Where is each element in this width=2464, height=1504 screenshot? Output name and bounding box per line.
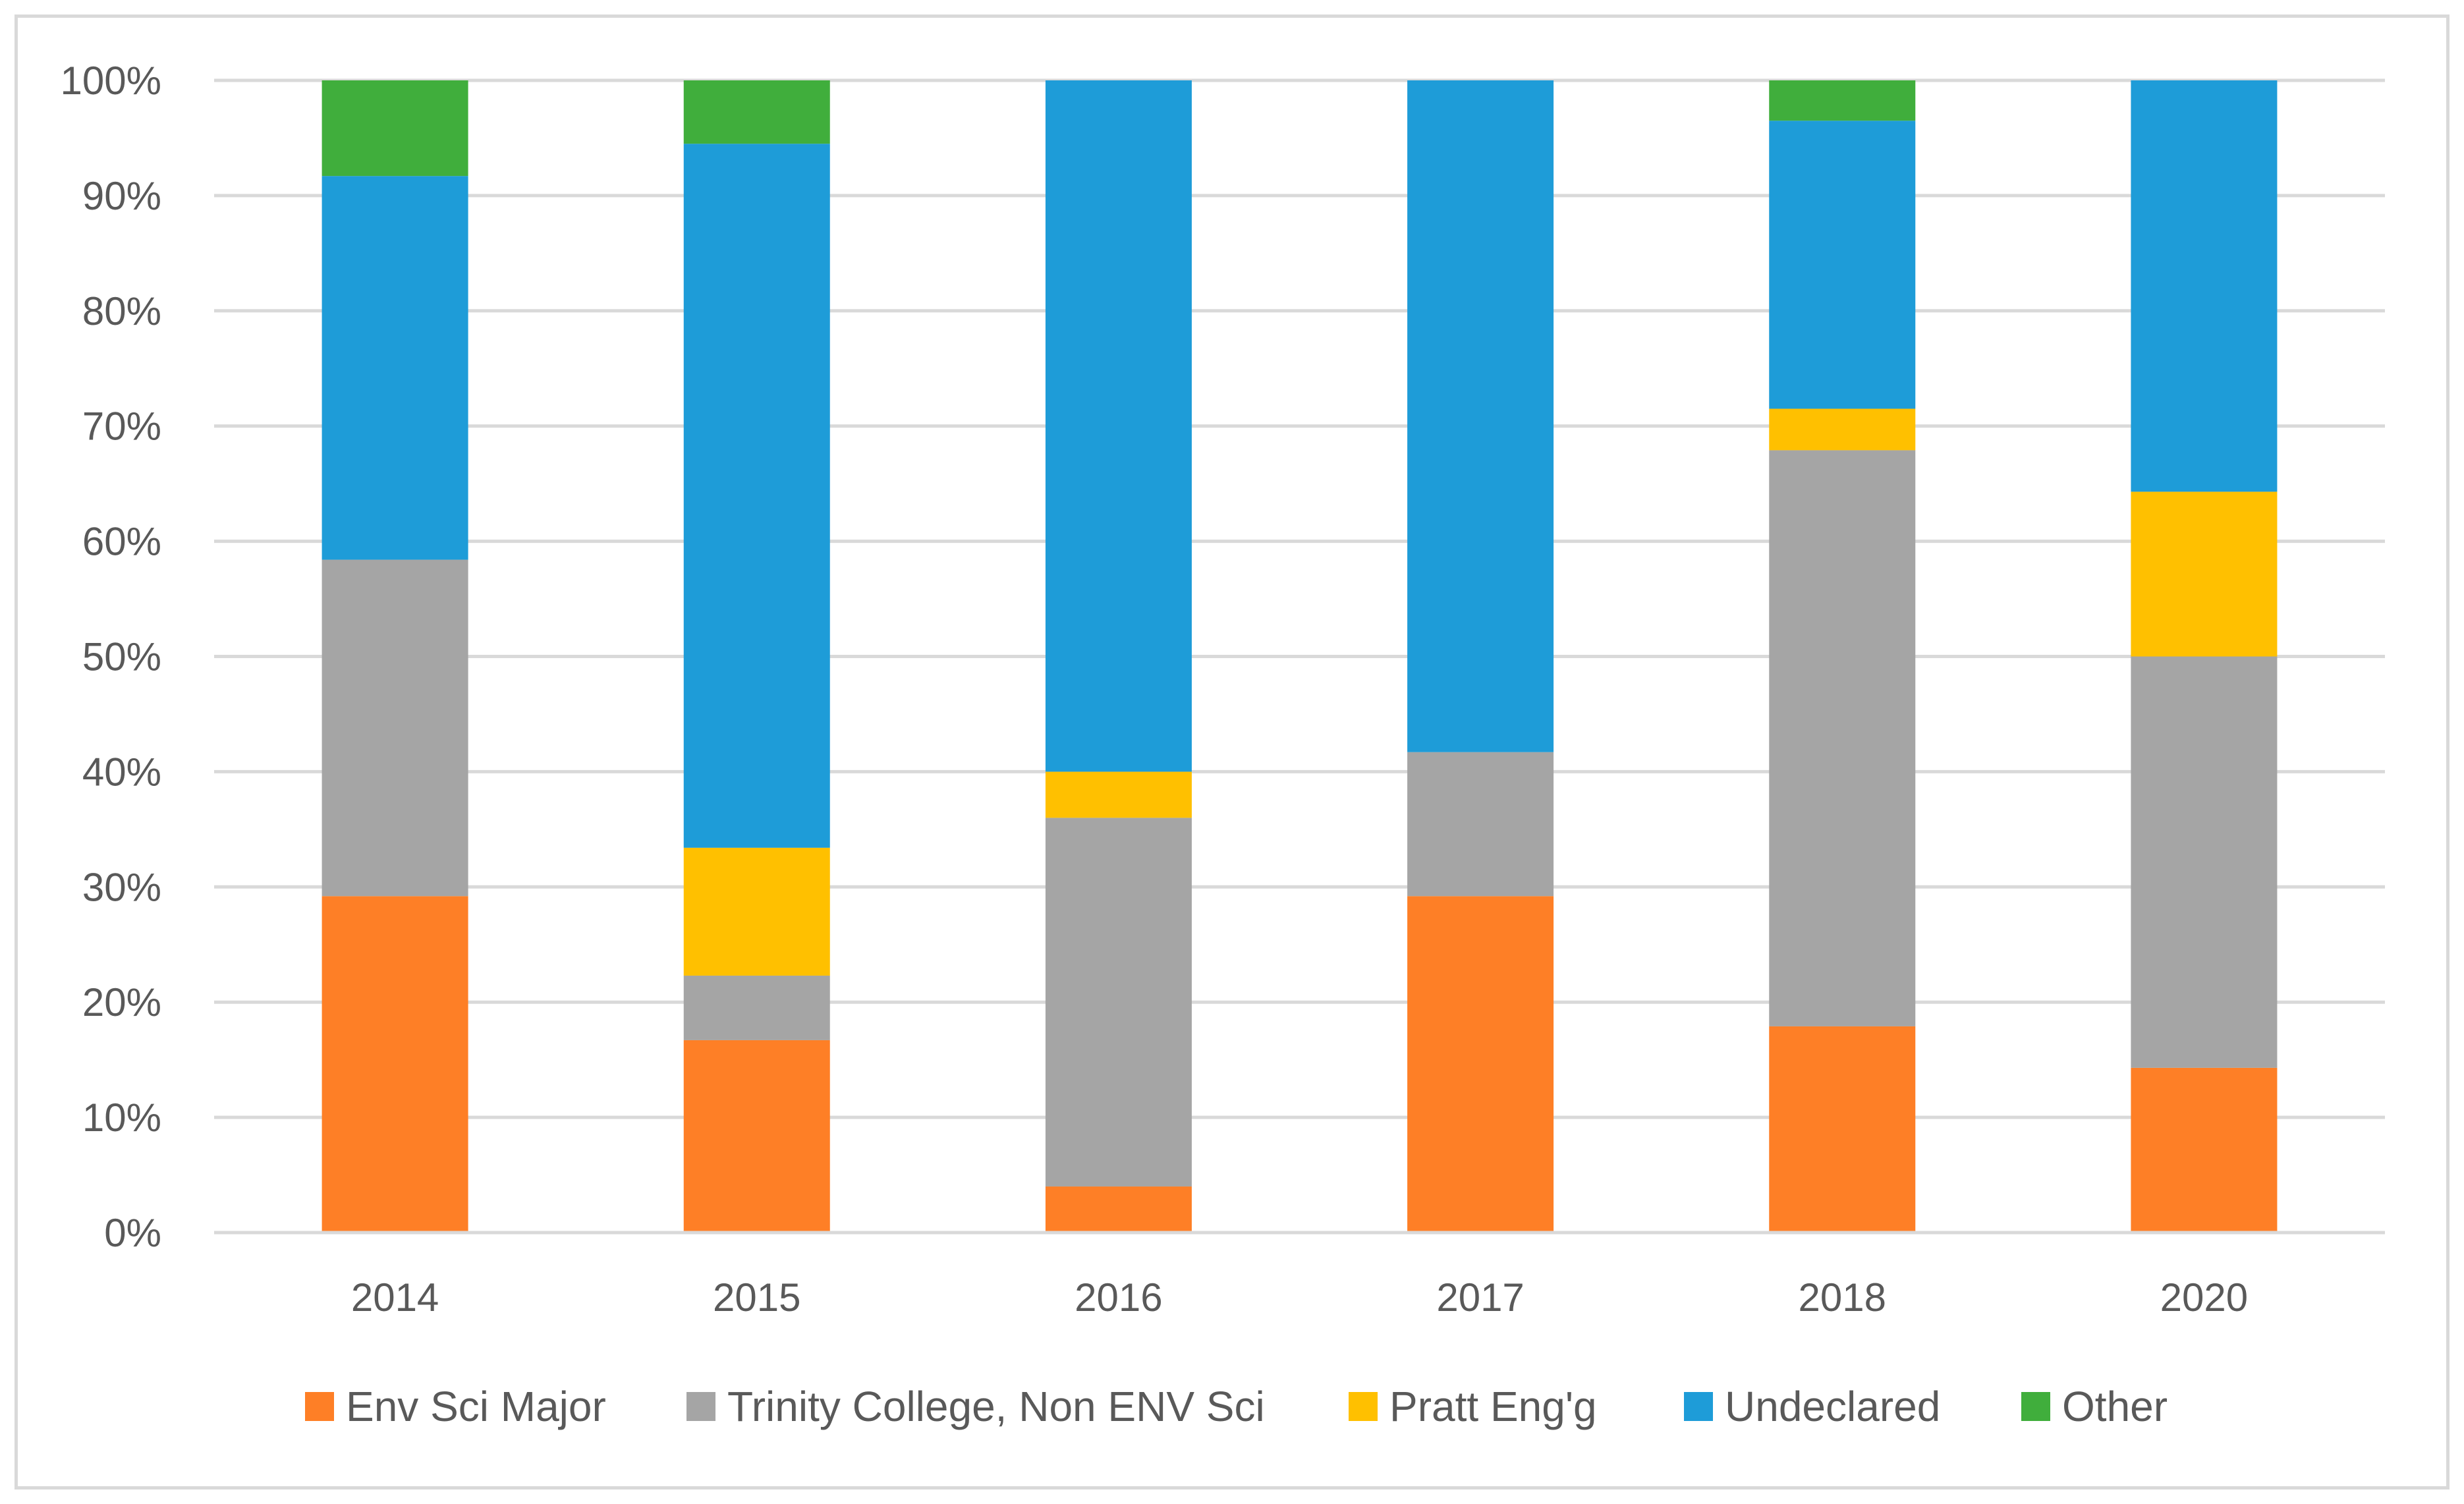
bar-segment	[2131, 80, 2278, 492]
bar-segment	[1407, 80, 1554, 752]
y-tick-label: 60%	[82, 520, 161, 564]
x-tick-label: 2018	[1799, 1275, 1886, 1320]
legend-swatch	[1684, 1392, 1713, 1421]
y-tick-label: 80%	[82, 289, 161, 333]
bar-segment	[1045, 1186, 1192, 1233]
legend-swatch	[2021, 1392, 2050, 1421]
bar-segment	[322, 80, 468, 177]
legend-label: Env Sci Major	[346, 1383, 606, 1430]
y-tick-label: 30%	[82, 865, 161, 909]
y-tick-label: 70%	[82, 404, 161, 449]
x-axis-ticks: 2014 2015 2016 2017 2018 2020	[351, 1275, 2248, 1320]
legend-swatch	[305, 1392, 334, 1421]
bar-segment	[1769, 408, 1916, 451]
x-tick-label: 2020	[2160, 1275, 2248, 1320]
bar-segment	[1045, 80, 1192, 772]
bar-segment	[1769, 1026, 1916, 1233]
y-tick-label: 50%	[82, 635, 161, 679]
bar-segment	[2131, 491, 2278, 657]
legend-label: Trinity College, Non ENV Sci	[727, 1383, 1265, 1430]
bar-segment	[322, 176, 468, 560]
x-tick-label: 2016	[1075, 1275, 1162, 1320]
bar-segment	[322, 896, 468, 1233]
bar-segment	[2131, 656, 2278, 1068]
bar-segment	[322, 559, 468, 897]
legend-label: Pratt Eng'g	[1389, 1383, 1597, 1430]
x-tick-label: 2015	[713, 1275, 800, 1320]
bar-segment	[1045, 818, 1192, 1187]
bar-segment	[1769, 450, 1916, 1026]
y-tick-label: 20%	[82, 980, 161, 1024]
legend-label: Undeclared	[1725, 1383, 1940, 1430]
legend-label: Other	[2062, 1383, 2168, 1430]
bar-segment	[683, 80, 830, 144]
y-tick-label: 0%	[104, 1211, 161, 1255]
x-tick-label: 2014	[351, 1275, 439, 1320]
bar-segment	[1769, 80, 1916, 121]
y-axis-ticks: 0% 10% 20% 30% 40% 50% 60% 70% 80% 90% 100%	[61, 59, 161, 1255]
bar-segment	[1407, 896, 1554, 1233]
y-tick-label: 40%	[82, 750, 161, 794]
legend: Env Sci Major Trinity College, Non ENV Sc…	[305, 1383, 2168, 1430]
bar-segment	[2131, 1067, 2278, 1233]
y-tick-label: 10%	[82, 1096, 161, 1140]
bars	[322, 80, 2278, 1233]
x-tick-label: 2017	[1436, 1275, 1524, 1320]
y-tick-label: 90%	[82, 174, 161, 218]
bar-segment	[1407, 752, 1554, 897]
bar-segment	[683, 144, 830, 848]
bar-segment	[1769, 121, 1916, 409]
bar-segment	[683, 975, 830, 1040]
bar-segment	[683, 847, 830, 976]
bar-segment	[683, 1040, 830, 1233]
bar-segment	[1045, 771, 1192, 818]
y-tick-label: 100%	[61, 59, 161, 103]
legend-swatch	[1349, 1392, 1378, 1421]
gridlines	[214, 78, 2385, 1119]
legend-swatch	[686, 1392, 715, 1421]
